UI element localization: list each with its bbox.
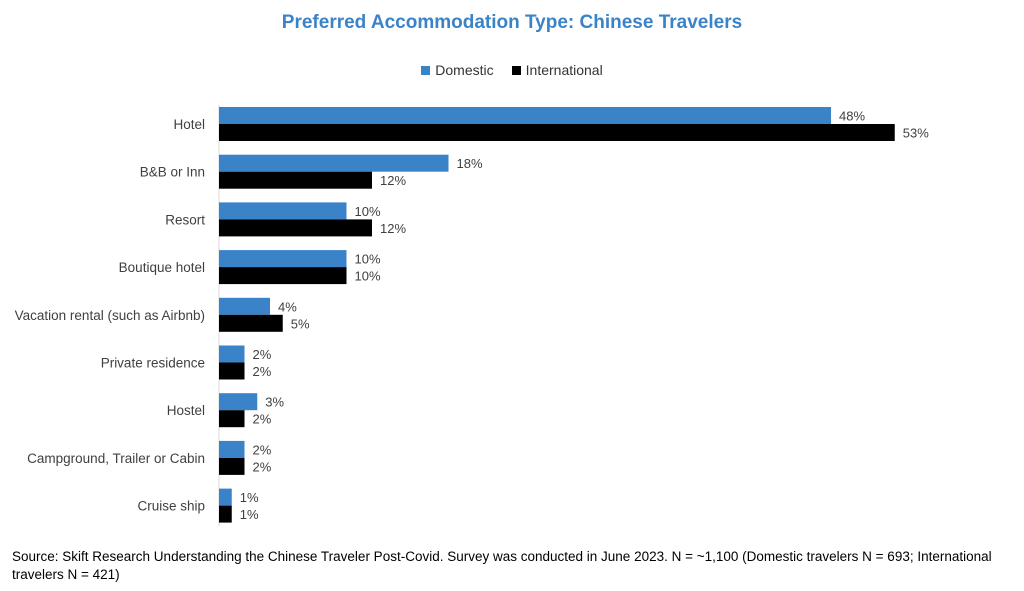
bar-international xyxy=(219,362,245,380)
data-label: 2% xyxy=(253,459,272,474)
data-label: 2% xyxy=(253,347,272,362)
category-label: Campground, Trailer or Cabin xyxy=(27,451,205,466)
data-label: 4% xyxy=(278,299,297,314)
data-label: 3% xyxy=(265,395,284,410)
legend-label-domestic: Domestic xyxy=(435,62,494,78)
bar-domestic xyxy=(219,250,347,268)
data-label: 10% xyxy=(355,269,381,284)
bar-domestic xyxy=(219,202,347,220)
bar-domestic xyxy=(219,297,270,315)
chart-title: Preferred Accommodation Type: Chinese Tr… xyxy=(281,12,743,33)
bar-international xyxy=(219,219,372,237)
legend-label-international: International xyxy=(525,62,603,78)
category-label: Resort xyxy=(165,212,205,227)
category-label: Boutique hotel xyxy=(119,260,205,275)
legend: Domestic International xyxy=(0,62,1024,78)
bar-domestic xyxy=(219,393,258,411)
data-label: 53% xyxy=(903,126,929,141)
legend-swatch-domestic xyxy=(421,65,431,75)
data-label: 12% xyxy=(380,221,406,236)
data-label: 10% xyxy=(355,204,381,219)
data-label: 2% xyxy=(253,442,272,457)
category-label: B&B or Inn xyxy=(140,165,205,180)
data-label: 48% xyxy=(839,109,865,124)
bar-international xyxy=(219,457,245,475)
legend-swatch-international xyxy=(511,65,521,75)
category-label: Cruise ship xyxy=(137,499,205,514)
data-label: 2% xyxy=(253,364,272,379)
bar-domestic xyxy=(219,488,232,506)
category-label: Hostel xyxy=(167,403,205,418)
bar-international xyxy=(219,267,347,285)
data-label: 10% xyxy=(355,252,381,267)
category-label: Vacation rental (such as Airbnb) xyxy=(15,308,205,323)
bar-domestic xyxy=(219,440,245,458)
bar-international xyxy=(219,314,283,332)
bar-international xyxy=(219,124,895,141)
source-note: Source: Skift Research Understanding the… xyxy=(12,549,992,582)
data-label: 1% xyxy=(240,490,259,505)
bar-domestic xyxy=(219,107,831,124)
data-label: 18% xyxy=(457,156,483,171)
bar-international xyxy=(219,505,232,523)
data-label: 2% xyxy=(253,412,272,427)
bar-international xyxy=(219,410,245,428)
bar-domestic xyxy=(219,345,245,363)
legend-item-international: International xyxy=(511,62,603,78)
category-label: Hotel xyxy=(173,117,205,132)
category-label: Private residence xyxy=(101,356,205,371)
data-label: 5% xyxy=(291,316,310,331)
data-label: 12% xyxy=(380,173,406,188)
data-label: 1% xyxy=(240,507,259,522)
legend-item-domestic: Domestic xyxy=(421,62,494,78)
bar-international xyxy=(219,171,372,189)
bar-domestic xyxy=(219,154,449,172)
